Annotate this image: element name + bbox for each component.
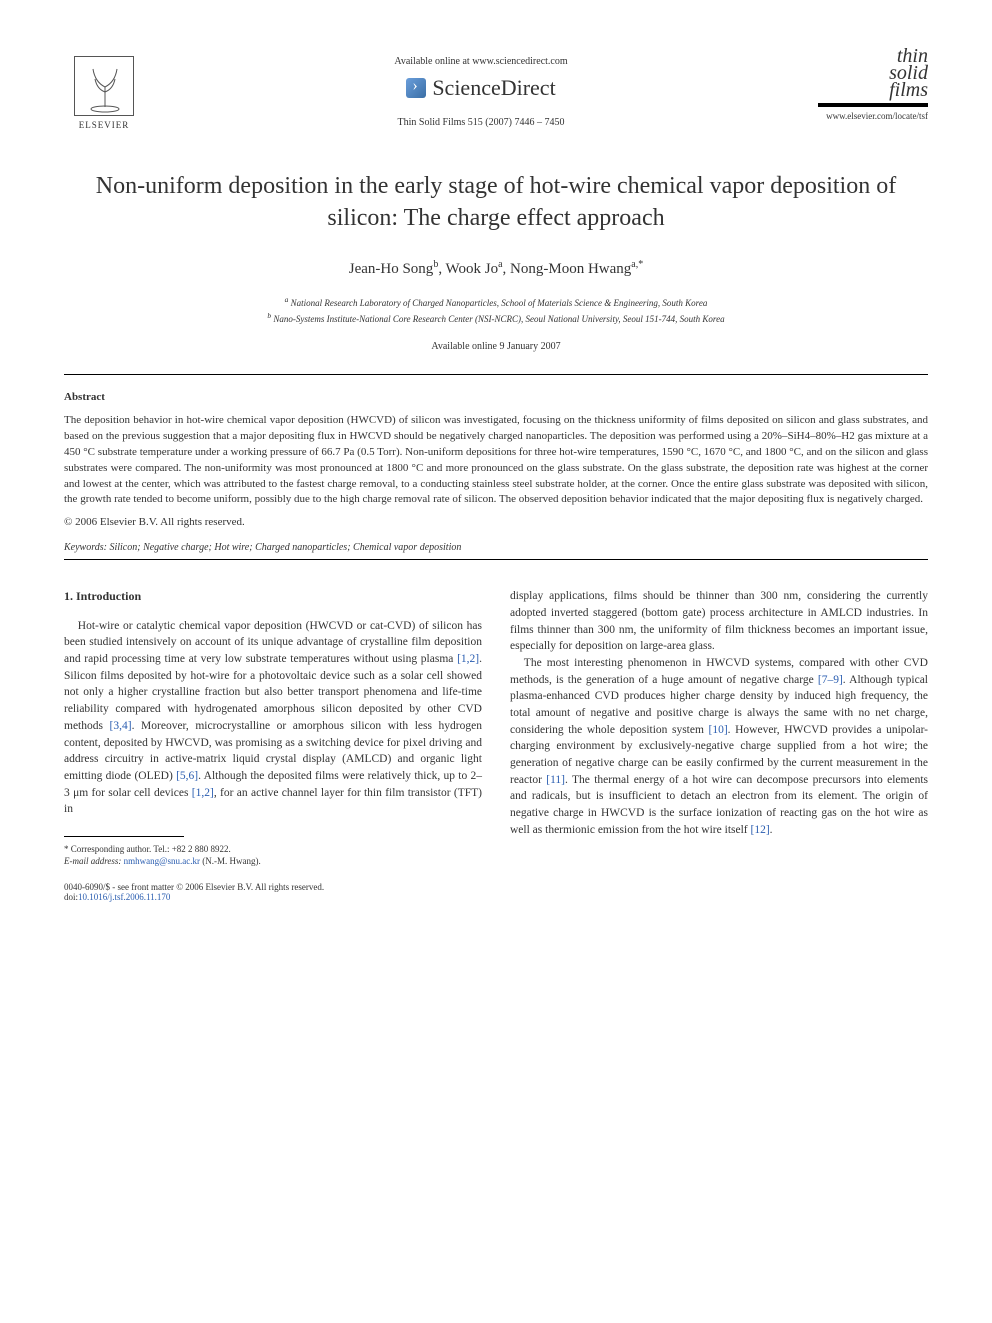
ref-link-10[interactable]: [10]: [709, 724, 728, 736]
sciencedirect-icon: [406, 78, 426, 98]
section-1-heading: 1. Introduction: [64, 588, 482, 605]
affiliation-b: b Nano-Systems Institute-National Core R…: [64, 310, 928, 327]
tsf-logo-text: thin solid films: [818, 48, 928, 107]
affiliations: a National Research Laboratory of Charge…: [64, 294, 928, 327]
doi-line: doi:10.1016/j.tsf.2006.11.170: [64, 892, 928, 902]
body-columns: 1. Introduction Hot-wire or catalytic ch…: [64, 588, 928, 868]
article-title: Non-uniform deposition in the early stag…: [64, 170, 928, 235]
authors-list: Jean-Ho Songb, Wook Joa, Nong-Moon Hwang…: [64, 259, 928, 278]
corr-email-line: E-mail address: nmhwang@snu.ac.kr (N.-M.…: [64, 855, 482, 868]
doi-link[interactable]: 10.1016/j.tsf.2006.11.170: [78, 892, 170, 902]
abstract-heading: Abstract: [64, 391, 928, 403]
intro-paragraph-2: The most interesting phenomenon in HWCVD…: [510, 655, 928, 838]
keywords-text: Silicon; Negative charge; Hot wire; Char…: [109, 542, 461, 553]
keywords-line: Keywords: Silicon; Negative charge; Hot …: [64, 542, 928, 553]
column-left: 1. Introduction Hot-wire or catalytic ch…: [64, 588, 482, 868]
copyright: © 2006 Elsevier B.V. All rights reserved…: [64, 516, 928, 528]
ref-link-5-6[interactable]: [5,6]: [176, 770, 198, 782]
column-right: display applications, films should be th…: [510, 588, 928, 868]
author-2: Wook Joa: [446, 261, 503, 277]
tsf-line-3: films: [818, 82, 928, 99]
journal-logo: thin solid films www.elsevier.com/locate…: [818, 48, 928, 121]
corr-email-link[interactable]: nmhwang@snu.ac.kr: [124, 856, 200, 866]
front-matter: 0040-6090/$ - see front matter © 2006 El…: [64, 882, 928, 892]
intro-paragraph-1: Hot-wire or catalytic chemical vapor dep…: [64, 618, 482, 818]
doi-footer: 0040-6090/$ - see front matter © 2006 El…: [64, 882, 928, 902]
footnote-divider: [64, 836, 184, 837]
ref-link-12[interactable]: [12]: [751, 824, 770, 836]
corresponding-author: * Corresponding author. Tel.: +82 2 880 …: [64, 843, 482, 868]
affiliation-a: a National Research Laboratory of Charge…: [64, 294, 928, 311]
sciencedirect-brand: ScienceDirect: [406, 75, 555, 101]
abstract-text: The deposition behavior in hot-wire chem…: [64, 413, 928, 509]
elsevier-tree-icon: [74, 56, 134, 116]
ref-link-11[interactable]: [11]: [546, 774, 565, 786]
divider-top: [64, 374, 928, 375]
elsevier-label: ELSEVIER: [79, 120, 130, 130]
ref-link-7-9[interactable]: [7–9]: [818, 674, 843, 686]
journal-url[interactable]: www.elsevier.com/locate/tsf: [818, 111, 928, 121]
ref-link-3-4[interactable]: [3,4]: [110, 720, 132, 732]
available-date: Available online 9 January 2007: [64, 341, 928, 352]
divider-bottom: [64, 559, 928, 560]
corr-tel: * Corresponding author. Tel.: +82 2 880 …: [64, 843, 482, 856]
available-online-text: Available online at www.sciencedirect.co…: [144, 56, 818, 67]
header-row: ELSEVIER Available online at www.science…: [64, 48, 928, 138]
center-header: Available online at www.sciencedirect.co…: [144, 48, 818, 128]
ref-link-1-2b[interactable]: [1,2]: [192, 787, 214, 799]
keywords-label: Keywords:: [64, 542, 107, 553]
author-3: Nong-Moon Hwanga,*: [510, 261, 643, 277]
journal-reference: Thin Solid Films 515 (2007) 7446 – 7450: [144, 117, 818, 128]
ref-link-1-2[interactable]: [1,2]: [457, 653, 479, 665]
elsevier-logo: ELSEVIER: [64, 48, 144, 138]
intro-continuation: display applications, films should be th…: [510, 588, 928, 655]
author-1: Jean-Ho Songb: [349, 261, 439, 277]
sciencedirect-text: ScienceDirect: [432, 75, 555, 101]
